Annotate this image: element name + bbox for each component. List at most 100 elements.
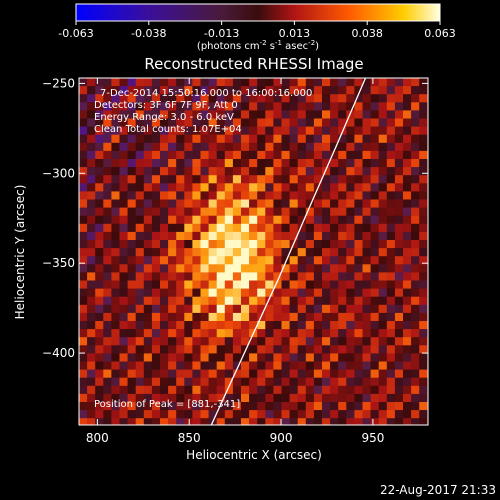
heatmap-cell xyxy=(192,215,201,225)
heatmap-cell xyxy=(160,418,169,425)
heatmap-cell xyxy=(273,280,282,289)
heatmap-cell xyxy=(313,321,323,330)
heatmap-cell xyxy=(394,175,404,184)
x-tick-label: 900 xyxy=(270,431,293,445)
heatmap-cell xyxy=(111,248,120,257)
heatmap-cell xyxy=(386,248,396,257)
heatmap-cell xyxy=(322,337,331,346)
heatmap-cell xyxy=(143,393,153,403)
heatmap-cell xyxy=(362,280,371,289)
heatmap-cell xyxy=(370,78,379,87)
heatmap-cell xyxy=(354,102,363,111)
heatmap-cell xyxy=(241,94,250,103)
heatmap-cell xyxy=(419,385,428,395)
heatmap-cell xyxy=(386,199,396,208)
heatmap-cell xyxy=(394,102,404,111)
heatmap-cell xyxy=(419,288,428,297)
heatmap-cell xyxy=(411,385,420,395)
heatmap-cell xyxy=(403,102,412,111)
heatmap-cell xyxy=(143,78,153,87)
heatmap-cell xyxy=(200,118,209,127)
heatmap-cell xyxy=(281,223,290,233)
heatmap-cell xyxy=(394,78,404,87)
heatmap-cell xyxy=(111,134,120,144)
heatmap-cell xyxy=(184,126,193,135)
heatmap-cell xyxy=(411,215,420,225)
heatmap-cell xyxy=(354,329,363,338)
heatmap-cell xyxy=(427,353,428,362)
heatmap-cell xyxy=(305,361,315,370)
heatmap-cell xyxy=(224,418,234,425)
heatmap-cell xyxy=(257,410,266,419)
heatmap-cell xyxy=(79,418,88,425)
heatmap-cell xyxy=(249,353,258,362)
heatmap-cell xyxy=(241,199,250,208)
heatmap-cell xyxy=(322,126,331,135)
heatmap-cell xyxy=(265,312,274,322)
heatmap-cell xyxy=(338,207,347,216)
heatmap-cell xyxy=(192,288,201,297)
heatmap-cell xyxy=(176,223,185,233)
heatmap-cell xyxy=(273,353,282,362)
heatmap-cell xyxy=(419,183,428,192)
heatmap-cell xyxy=(208,175,217,184)
heatmap-cell xyxy=(297,118,307,127)
heatmap-cell xyxy=(87,418,96,425)
heatmap-cell xyxy=(151,102,161,111)
heatmap-cell xyxy=(265,304,274,314)
heatmap-cell xyxy=(362,78,371,87)
heatmap-cell xyxy=(135,134,145,144)
heatmap-cell xyxy=(160,207,169,216)
heatmap-cell xyxy=(411,272,420,281)
heatmap-cell xyxy=(338,86,347,95)
heatmap-cell xyxy=(208,199,217,208)
heatmap-cell xyxy=(111,199,120,208)
heatmap-cell xyxy=(370,321,379,330)
heatmap-cell xyxy=(289,94,298,103)
heatmap-cell xyxy=(111,296,120,306)
heatmap-cell xyxy=(200,280,209,289)
heatmap-cell xyxy=(135,78,145,87)
heatmap-cell xyxy=(232,377,242,387)
heatmap-cell xyxy=(216,337,226,346)
heatmap-cell xyxy=(403,345,412,354)
heatmap-cell xyxy=(330,199,339,208)
heatmap-cell xyxy=(273,94,282,103)
heatmap-cell xyxy=(419,159,428,168)
heatmap-cell xyxy=(160,321,169,330)
heatmap-cell xyxy=(354,215,363,225)
heatmap-cell xyxy=(257,159,266,168)
heatmap-cell xyxy=(338,167,347,176)
heatmap-cell xyxy=(257,199,266,208)
heatmap-cell xyxy=(143,264,153,273)
heatmap-cell xyxy=(184,296,193,306)
heatmap-cell xyxy=(386,183,396,192)
heatmap-cell xyxy=(192,361,201,370)
heatmap-cell xyxy=(79,207,88,216)
heatmap-cell xyxy=(143,418,153,425)
heatmap-cell xyxy=(338,410,347,419)
heatmap-cell xyxy=(322,159,331,168)
heatmap-cell xyxy=(419,312,428,322)
heatmap-cell xyxy=(184,134,193,144)
heatmap-cell xyxy=(208,304,217,314)
heatmap-cell xyxy=(370,272,379,281)
heatmap-cell xyxy=(241,329,250,338)
heatmap-cell xyxy=(208,256,217,265)
heatmap-cell xyxy=(208,126,217,135)
heatmap-cell xyxy=(257,78,266,87)
heatmap-cell xyxy=(297,385,307,395)
heatmap-cell xyxy=(338,264,347,273)
heatmap-cell xyxy=(403,134,412,144)
heatmap-cell xyxy=(79,312,88,322)
heatmap-cell xyxy=(322,86,331,95)
heatmap-cell xyxy=(281,134,290,144)
heatmap-cell xyxy=(322,345,331,354)
heatmap-cell xyxy=(322,418,331,425)
heatmap-cell xyxy=(354,86,363,95)
heatmap-cell xyxy=(184,199,193,208)
heatmap-cell xyxy=(87,118,96,127)
heatmap-cell xyxy=(346,199,355,208)
heatmap-cell xyxy=(176,102,185,111)
heatmap-cell xyxy=(135,159,145,168)
